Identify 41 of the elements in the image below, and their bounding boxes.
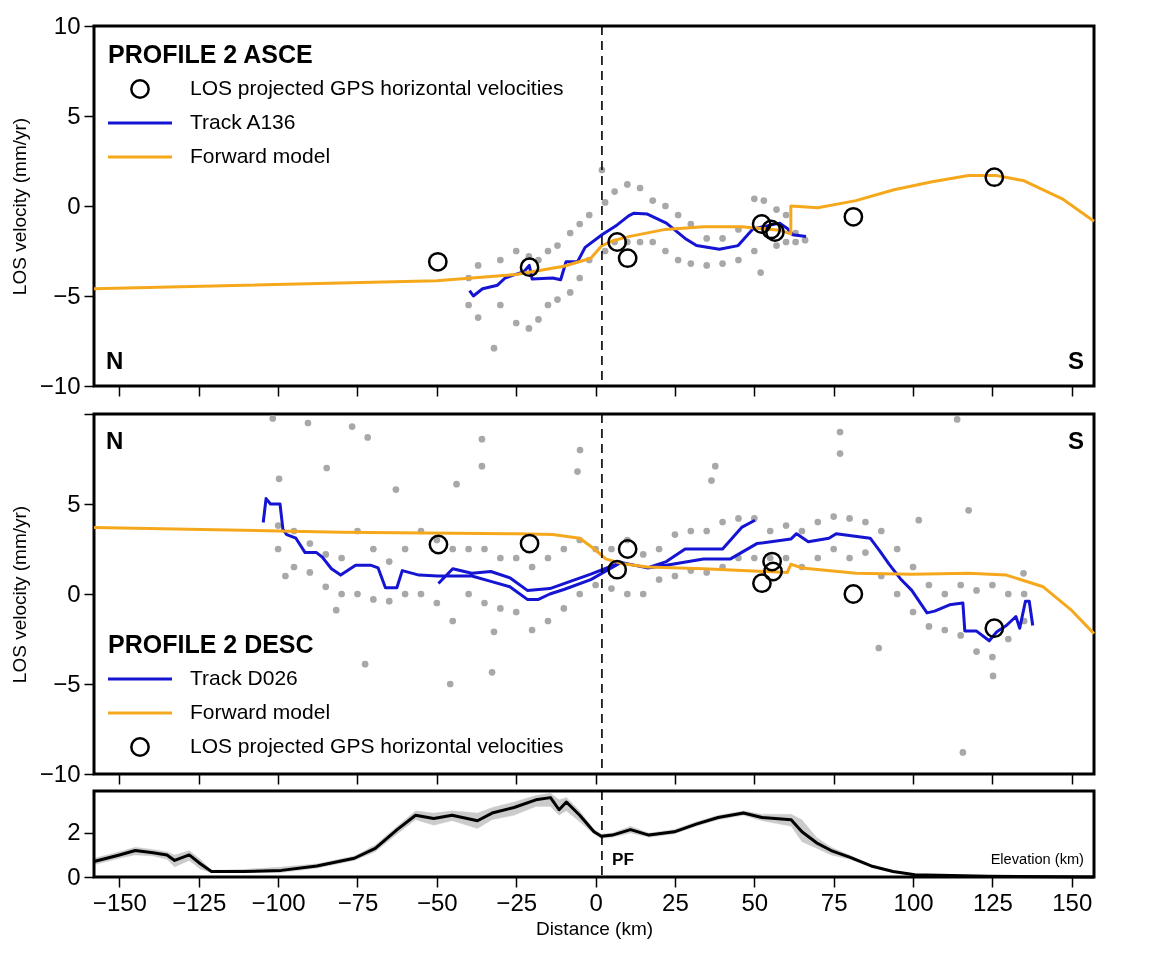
- annotation: N: [106, 426, 124, 454]
- x-tick-label: −150: [92, 888, 147, 916]
- y-tick-label: 0: [67, 579, 81, 607]
- y-axis-title: LOS velocity (mm/yr): [8, 505, 30, 684]
- legend-label: Track D026: [190, 666, 298, 689]
- y-tick-label: 10: [53, 11, 81, 39]
- annotation: S: [1067, 426, 1084, 454]
- legend-title: PROFILE 2 DESC: [108, 630, 314, 658]
- y-tick-label: −10: [39, 759, 81, 787]
- x-axis-title: Distance (km): [535, 917, 654, 939]
- y-axis-title: LOS velocity (mm/yr): [8, 117, 30, 296]
- x-tick-label: −50: [417, 888, 458, 916]
- x-tick-label: 25: [662, 888, 689, 916]
- legend-title: PROFILE 2 ASCE: [108, 40, 313, 68]
- annotation: Elevation (km): [990, 850, 1084, 867]
- x-tick-label: 150: [1052, 888, 1093, 916]
- y-tick-label: 5: [67, 101, 81, 129]
- y-tick-label: 2: [67, 818, 81, 846]
- legend-label: LOS projected GPS horizontal velocities: [190, 76, 564, 99]
- x-tick-label: 125: [972, 888, 1013, 916]
- annotation: N: [106, 347, 124, 375]
- y-tick-label: 0: [67, 191, 81, 219]
- legend-label: LOS projected GPS horizontal velocities: [190, 734, 564, 757]
- x-tick-label: −125: [172, 888, 227, 916]
- x-tick-label: 75: [820, 888, 848, 916]
- y-tick-label: −5: [53, 669, 81, 697]
- x-tick-label: 50: [741, 888, 769, 916]
- x-tick-label: 100: [893, 888, 934, 916]
- annotation: PF: [611, 848, 634, 869]
- x-tick-label: −75: [337, 888, 379, 916]
- y-tick-label: −5: [53, 281, 81, 309]
- legend-label: Forward model: [190, 144, 331, 167]
- y-tick-label: −10: [39, 371, 81, 399]
- x-tick-label: −100: [251, 888, 306, 916]
- annotation: S: [1067, 347, 1084, 375]
- y-tick-label: 5: [67, 489, 81, 517]
- legend-label: Track A136: [190, 110, 296, 133]
- y-tick-label: 0: [67, 862, 81, 890]
- legend-label: Forward model: [190, 700, 331, 723]
- x-tick-label: −25: [496, 888, 538, 916]
- x-tick-label: 0: [589, 888, 603, 916]
